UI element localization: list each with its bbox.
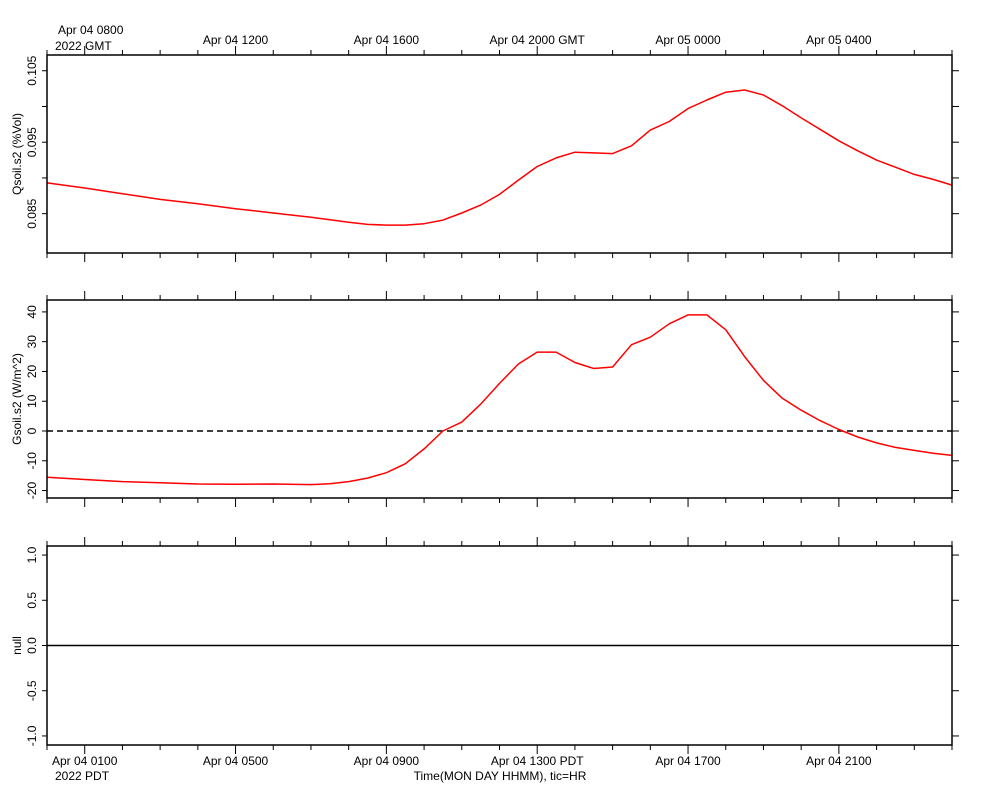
- y-tick-label: 0.095: [25, 127, 39, 157]
- plot-frame: [46, 54, 953, 254]
- y-tick-label: 40: [25, 305, 39, 319]
- bottom-time-label: Apr 04 0100: [52, 754, 118, 768]
- top-year-label: 2022 GMT: [55, 39, 112, 53]
- bottom-time-label: Apr 04 1700: [655, 754, 721, 768]
- bottom-time-label: Apr 04 0500: [203, 754, 269, 768]
- top-time-label: Apr 04 1200: [203, 33, 269, 47]
- y-tick-label: 0: [25, 427, 39, 434]
- bottom-time-label: Apr 04 0900: [354, 754, 420, 768]
- bottom-time-labels: Apr 04 0100 Apr 04 0500 Apr 04 0900 Apr 04 …: [52, 754, 872, 768]
- y-axis-label: Qsoil.s2 (%Vol): [10, 113, 24, 195]
- y-tick-label: -0.5: [25, 680, 39, 701]
- y-axis-label: Gsoil.s2 (W/m^2): [10, 353, 24, 445]
- bottom-time-label: Apr 04 2100: [806, 754, 872, 768]
- top-time-label: Apr 05 0400: [806, 33, 872, 47]
- y-tick-label: 0.085: [25, 198, 39, 228]
- panel-1: 0.085 0.095 0.105 Qsoil.s2 (%Vol): [10, 46, 959, 262]
- plot-frame: [46, 545, 953, 746]
- top-time-label: Apr 04 1600: [354, 33, 420, 47]
- y-tick-label: 10: [25, 394, 39, 408]
- y-tick-label: -1.0: [25, 725, 39, 746]
- bottom-year-label: 2022 PDT: [55, 769, 110, 783]
- plot-frame: [46, 299, 953, 499]
- top-time-label: Apr 04 0800: [58, 23, 124, 37]
- top-time-label: Apr 04 2000 GMT: [490, 33, 586, 47]
- top-time-labels: Apr 04 0800 Apr 04 1200 Apr 04 1600 Apr 04 …: [58, 23, 872, 47]
- bottom-time-label: Apr 04 1300 PDT: [491, 754, 584, 768]
- y-tick-label: -10: [25, 452, 39, 470]
- top-time-label: Apr 05 0000: [655, 33, 721, 47]
- series-line: [46, 89, 953, 226]
- panels: 0.085 0.095 0.105 Qsoil.s2 (%Vol) -20 -10 0 10 2…: [10, 46, 959, 754]
- x-axis-label: Time(MON DAY HHMM), tic=HR: [414, 769, 587, 783]
- y-tick-label: 0.105: [25, 55, 39, 85]
- y-tick-label: -20: [25, 482, 39, 500]
- y-tick-label: 1.0: [25, 546, 39, 563]
- series-line: [46, 314, 953, 486]
- panel-2: -20 -10 0 10 20 30 40 Gsoil.s2 (W/m^2): [10, 291, 959, 507]
- y-tick-label: 0.0: [25, 637, 39, 654]
- panel-3: -1.0 -0.5 0.0 0.5 1.0 null: [10, 537, 959, 754]
- y-tick-label: 20: [25, 364, 39, 378]
- y-tick-label: 30: [25, 335, 39, 349]
- y-tick-label: 0.5: [25, 592, 39, 609]
- y-axis-label: null: [10, 636, 24, 655]
